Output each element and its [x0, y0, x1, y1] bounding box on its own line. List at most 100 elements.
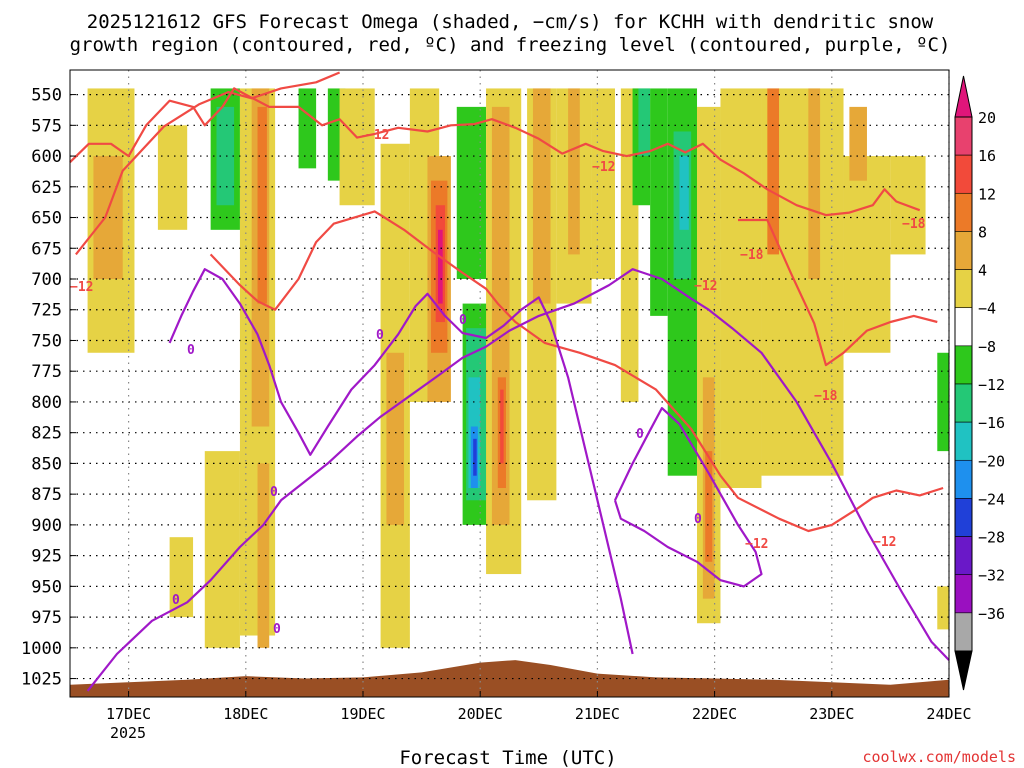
colorbar-label-7: −12 — [978, 376, 1005, 394]
x-tick-label-20DEC: 20DEC — [458, 705, 503, 723]
colorbar-label-8: −16 — [978, 414, 1005, 432]
freezing-label-b: 0 — [270, 485, 278, 500]
y-tick-label-875: 875 — [31, 485, 62, 505]
x-axis-tick-labels: 17DEC 18DEC 19DEC 20DEC 21DEC 22DEC 23DEC 24DEC — [106, 705, 972, 723]
y-tick-label-700: 700 — [31, 270, 62, 290]
freezing-contour-loop — [613, 407, 763, 588]
y-tick-label-675: 675 — [31, 239, 62, 259]
colorbar-top-arrow — [954, 75, 973, 118]
y-tick-label-725: 725 — [31, 301, 62, 321]
omega-cell-30 — [500, 389, 504, 464]
omega-cell-55 — [937, 586, 949, 630]
colorbar-swatch-10 — [954, 498, 973, 537]
y-tick-label-1000: 1000 — [21, 639, 62, 659]
omega-cell-54 — [937, 352, 949, 452]
colorbar-swatch-7 — [954, 383, 973, 423]
omega-cell-3 — [169, 537, 194, 618]
colorbar-label-13: −36 — [978, 605, 1005, 623]
y-tick-label-750: 750 — [31, 331, 62, 351]
colorbar-label-5: −4 — [978, 300, 996, 318]
omega-cell-11 — [298, 88, 317, 169]
omega-cell-2 — [157, 125, 188, 230]
freezing-label-h: 0 — [273, 622, 281, 637]
y-tick-label-575: 575 — [31, 116, 62, 136]
dgz-contour-minus18-right — [738, 218, 938, 367]
chart-title-line1: 2025121612 GFS Forecast Omega (shaded, −… — [87, 11, 934, 33]
omega-cell-34 — [568, 88, 580, 255]
colorbar-label-10: −24 — [978, 490, 1005, 508]
omega-cell-51 — [843, 156, 891, 353]
chart-title-line2: growth region (contoured, red, ºC) and f… — [70, 34, 951, 56]
y-tick-label-975: 975 — [31, 608, 62, 628]
x-axis-year: 2025 — [110, 724, 146, 742]
x-tick-label-21DEC: 21DEC — [575, 705, 620, 723]
omega-cell-21 — [456, 106, 487, 279]
grid-layer — [70, 70, 950, 697]
freezing-label-g: 0 — [172, 593, 180, 608]
y-tick-label-775: 775 — [31, 362, 62, 382]
omega-cell-52 — [849, 106, 867, 181]
colorbar-label-12: −32 — [978, 567, 1005, 585]
x-tick-label-24DEC: 24DEC — [926, 705, 971, 723]
x-tick-label-17DEC: 17DEC — [106, 705, 151, 723]
omega-shading-layer — [87, 88, 949, 648]
y-tick-label-650: 650 — [31, 209, 62, 229]
y-tick-label-900: 900 — [31, 516, 62, 536]
y-tick-label-800: 800 — [31, 393, 62, 413]
x-tick-label-22DEC: 22DEC — [692, 705, 737, 723]
colorbar-label-3: 8 — [978, 223, 987, 241]
omega-cell-4 — [204, 451, 240, 648]
colorbar-swatch-2 — [954, 192, 973, 232]
y-tick-label-1025: 1025 — [21, 670, 62, 690]
omega-cell-45 — [705, 451, 713, 562]
contour-layer — [69, 71, 950, 692]
terrain-layer — [70, 660, 949, 697]
omega-cell-9 — [257, 106, 267, 304]
freezing-label-a: 0 — [187, 343, 195, 358]
omega-cell-1 — [93, 156, 123, 279]
omega-cell-46 — [720, 88, 762, 489]
omega-cell-13 — [339, 88, 375, 206]
plot-area: −12 −12 −12 −12 −12 −12 −18 −18 −18 0 0 … — [69, 69, 950, 698]
colorbar-swatch-9 — [954, 459, 973, 499]
colorbar-swatch-5 — [954, 307, 973, 347]
omega-cell-10 — [257, 463, 270, 648]
colorbar-swatch-4 — [954, 269, 973, 309]
dgz-label-22dec-b: −12 — [745, 537, 768, 552]
dgz-label-m18-b: −18 — [814, 389, 838, 404]
colorbar-swatch-6 — [954, 345, 973, 385]
y-tick-label-950: 950 — [31, 577, 62, 597]
colorbar-swatch-3 — [954, 231, 973, 270]
contour-label-layer: −12 −12 −12 −12 −12 −12 −18 −18 −18 0 0 … — [70, 128, 926, 637]
freezing-label-d: 0 — [459, 313, 467, 328]
colorbar-label-2: 12 — [978, 185, 996, 203]
colorbar-bottom-arrow — [954, 650, 973, 691]
colorbar-swatch-0 — [954, 116, 973, 156]
dgz-label-23dec: −12 — [873, 535, 896, 550]
dgz-label-m18-c: −18 — [902, 217, 926, 232]
watermark: coolwx.com/models — [862, 748, 1016, 766]
y-tick-label-925: 925 — [31, 547, 62, 567]
colorbar-swatch-8 — [954, 421, 973, 461]
colorbar-frame — [954, 116, 973, 652]
freezing-label-e: 0 — [636, 427, 644, 442]
colorbar-label-1: 16 — [978, 147, 996, 165]
freezing-contour-main — [86, 268, 950, 692]
freezing-label-c: 0 — [376, 328, 384, 343]
omega-cell-35 — [591, 88, 615, 279]
omega-cell-38 — [638, 88, 651, 157]
colorbar-label-11: −28 — [978, 529, 1005, 547]
omega-cell-48 — [767, 88, 780, 255]
tick-marks — [70, 94, 950, 697]
x-axis-title: Forecast Time (UTC) — [399, 747, 616, 768]
omega-cell-15 — [386, 352, 405, 525]
colorbar-label-9: −20 — [978, 452, 1005, 470]
colorbar-label-0: 20 — [978, 109, 996, 127]
omega-cell-6 — [216, 106, 235, 206]
dgz-label-22dec-a: −12 — [694, 279, 717, 294]
colorbar-label-6: −8 — [978, 338, 996, 356]
y-tick-label-550: 550 — [31, 86, 62, 106]
omega-cell-26 — [473, 438, 477, 476]
x-tick-label-19DEC: 19DEC — [340, 705, 385, 723]
